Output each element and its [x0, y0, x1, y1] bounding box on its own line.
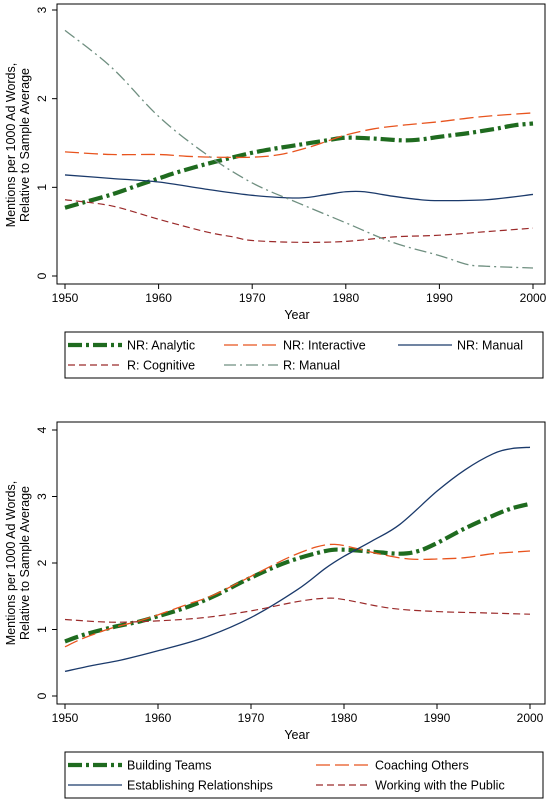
legend-label-r-cognitive: R: Cognitive [127, 359, 195, 373]
panel-1-ylabel-line-1: Mentions per 1000 Ad Words, [4, 63, 18, 227]
legend-entry-nr-interactive: NR: Interactive [224, 339, 366, 353]
legend-entry-nr-manual: NR: Manual [398, 339, 523, 353]
legend-label-nr-interactive: NR: Interactive [283, 339, 366, 353]
panel-1-legend: NR: Analytic NR: Interactive NR: Manual … [64, 331, 544, 379]
legend-label-nr-manual: NR: Manual [457, 339, 523, 353]
panel-2-legend: Building Teams Coaching Others Establish… [64, 751, 544, 799]
series-line-nr-manual [64, 174, 534, 202]
panel-2-x-tick-label-1960: 1960 [145, 711, 172, 725]
legend-entry-coaching-others: Coaching Others [316, 759, 469, 773]
panel-1-series-lines [64, 29, 534, 269]
panel-2-x-axis-title: Year [284, 728, 309, 742]
legend-label-r-manual: R: Manual [283, 359, 340, 373]
panel-1-x-tick-label-1960: 1960 [145, 291, 172, 305]
series-line-nr-analytic [64, 121, 534, 210]
legend-label-working-with-the-public: Working with the Public [375, 779, 505, 793]
panel-1-y-axis-title: Mentions per 1000 Ad Words, Relative to … [4, 63, 32, 227]
panel-2-plot-area [56, 421, 546, 705]
panel-2-y-tick-label-2: 2 [35, 559, 49, 566]
series-line-working-with-the-public [64, 597, 531, 623]
panel-2-ticks: 1950 1960 1970 1980 1990 2000 0 1 2 3 4 [35, 426, 544, 725]
panel-2-y-tick-label-0: 0 [35, 692, 49, 699]
panel-1-y-tick-label-0: 0 [35, 272, 49, 279]
panel-1-legend-box [64, 331, 544, 379]
panel-2-ylabel-line-1: Mentions per 1000 Ad Words, [4, 481, 18, 645]
panel-1-x-tick-label-2000: 2000 [520, 291, 547, 305]
panel-1-y-tick-label-2: 2 [35, 95, 49, 102]
panel-1-x-axis-title: Year [284, 308, 309, 322]
panel-2-y-axis-title: Mentions per 1000 Ad Words, Relative to … [4, 481, 32, 645]
legend-label-building-teams: Building Teams [127, 759, 212, 773]
series-line-r-cognitive [64, 199, 534, 243]
panel-2-y-tick-label-4: 4 [35, 426, 49, 433]
panel-1: Mentions per 1000 Ad Words, Relative to … [4, 3, 547, 379]
legend-label-nr-analytic: NR: Analytic [127, 339, 195, 353]
legend-entry-working-with-the-public: Working with the Public [316, 779, 505, 793]
series-line-establishing-relationships [64, 446, 531, 673]
panel-2: Mentions per 1000 Ad Words, Relative to … [4, 421, 546, 799]
panel-2-x-tick-label-1970: 1970 [238, 711, 265, 725]
panel-2-y-tick-label-1: 1 [35, 626, 49, 633]
legend-entry-building-teams: Building Teams [68, 759, 212, 773]
panel-2-x-tick-label-2000: 2000 [517, 711, 544, 725]
panel-1-x-tick-label-1950: 1950 [52, 291, 79, 305]
panel-1-x-tick-label-1980: 1980 [332, 291, 359, 305]
legend-entry-r-manual: R: Manual [224, 359, 340, 373]
legend-entry-establishing-relationships: Establishing Relationships [68, 779, 273, 793]
panel-2-x-tick-label-1980: 1980 [331, 711, 358, 725]
panel-1-ylabel-line-2: Relative to Sample Average [18, 68, 32, 222]
series-line-nr-interactive [64, 112, 534, 159]
panel-2-legend-box [64, 751, 544, 799]
panel-2-series-lines [64, 446, 531, 673]
panel-1-x-tick-label-1990: 1990 [426, 291, 453, 305]
panel-2-ylabel-line-2: Relative to Sample Average [18, 486, 32, 640]
panel-2-y-tick-label-3: 3 [35, 493, 49, 500]
panel-2-x-tick-label-1990: 1990 [424, 711, 451, 725]
legend-label-establishing-relationships: Establishing Relationships [127, 779, 273, 793]
panel-1-ticks: 1950 1960 1970 1980 1990 2000 0 1 2 3 [35, 6, 547, 305]
panel-2-x-tick-label-1950: 1950 [52, 711, 79, 725]
series-line-r-manual [64, 29, 534, 269]
legend-label-coaching-others: Coaching Others [375, 759, 469, 773]
legend-entry-r-cognitive: R: Cognitive [68, 359, 195, 373]
panel-1-y-tick-label-3: 3 [35, 6, 49, 13]
panel-1-x-tick-label-1970: 1970 [239, 291, 266, 305]
panel-1-y-tick-label-1: 1 [35, 184, 49, 191]
legend-entry-nr-analytic: NR: Analytic [68, 339, 195, 353]
